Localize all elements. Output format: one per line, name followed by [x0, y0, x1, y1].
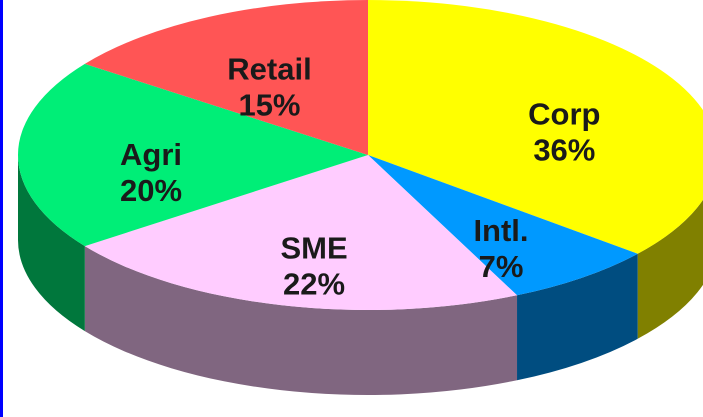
- pie-slice: [17, 63, 369, 247]
- slice-value-label: 22%: [283, 266, 345, 301]
- pie-slice-side: [517, 253, 638, 381]
- slice-label: Intl.: [473, 213, 528, 248]
- pie-slice: [84, 155, 518, 311]
- pie-slice-side: [18, 155, 85, 332]
- pie-tops: [17, 0, 703, 311]
- slice-label: Corp: [528, 96, 600, 131]
- pie-slice: [84, 0, 368, 155]
- pie-sides: [18, 155, 703, 396]
- pie-slice-side: [637, 199, 703, 339]
- left-border: [0, 0, 3, 417]
- pie-slice: [368, 0, 703, 254]
- slice-value-label: 15%: [238, 88, 300, 123]
- slice-value-label: 36%: [533, 132, 595, 167]
- slice-value-label: 7%: [479, 249, 524, 284]
- slice-label: Retail: [227, 52, 311, 87]
- pie-slice-side: [84, 246, 518, 396]
- slice-label: Agri: [120, 137, 182, 172]
- slice-value-label: 20%: [120, 173, 182, 208]
- slice-label: SME: [280, 230, 347, 265]
- pie-slice: [368, 155, 638, 296]
